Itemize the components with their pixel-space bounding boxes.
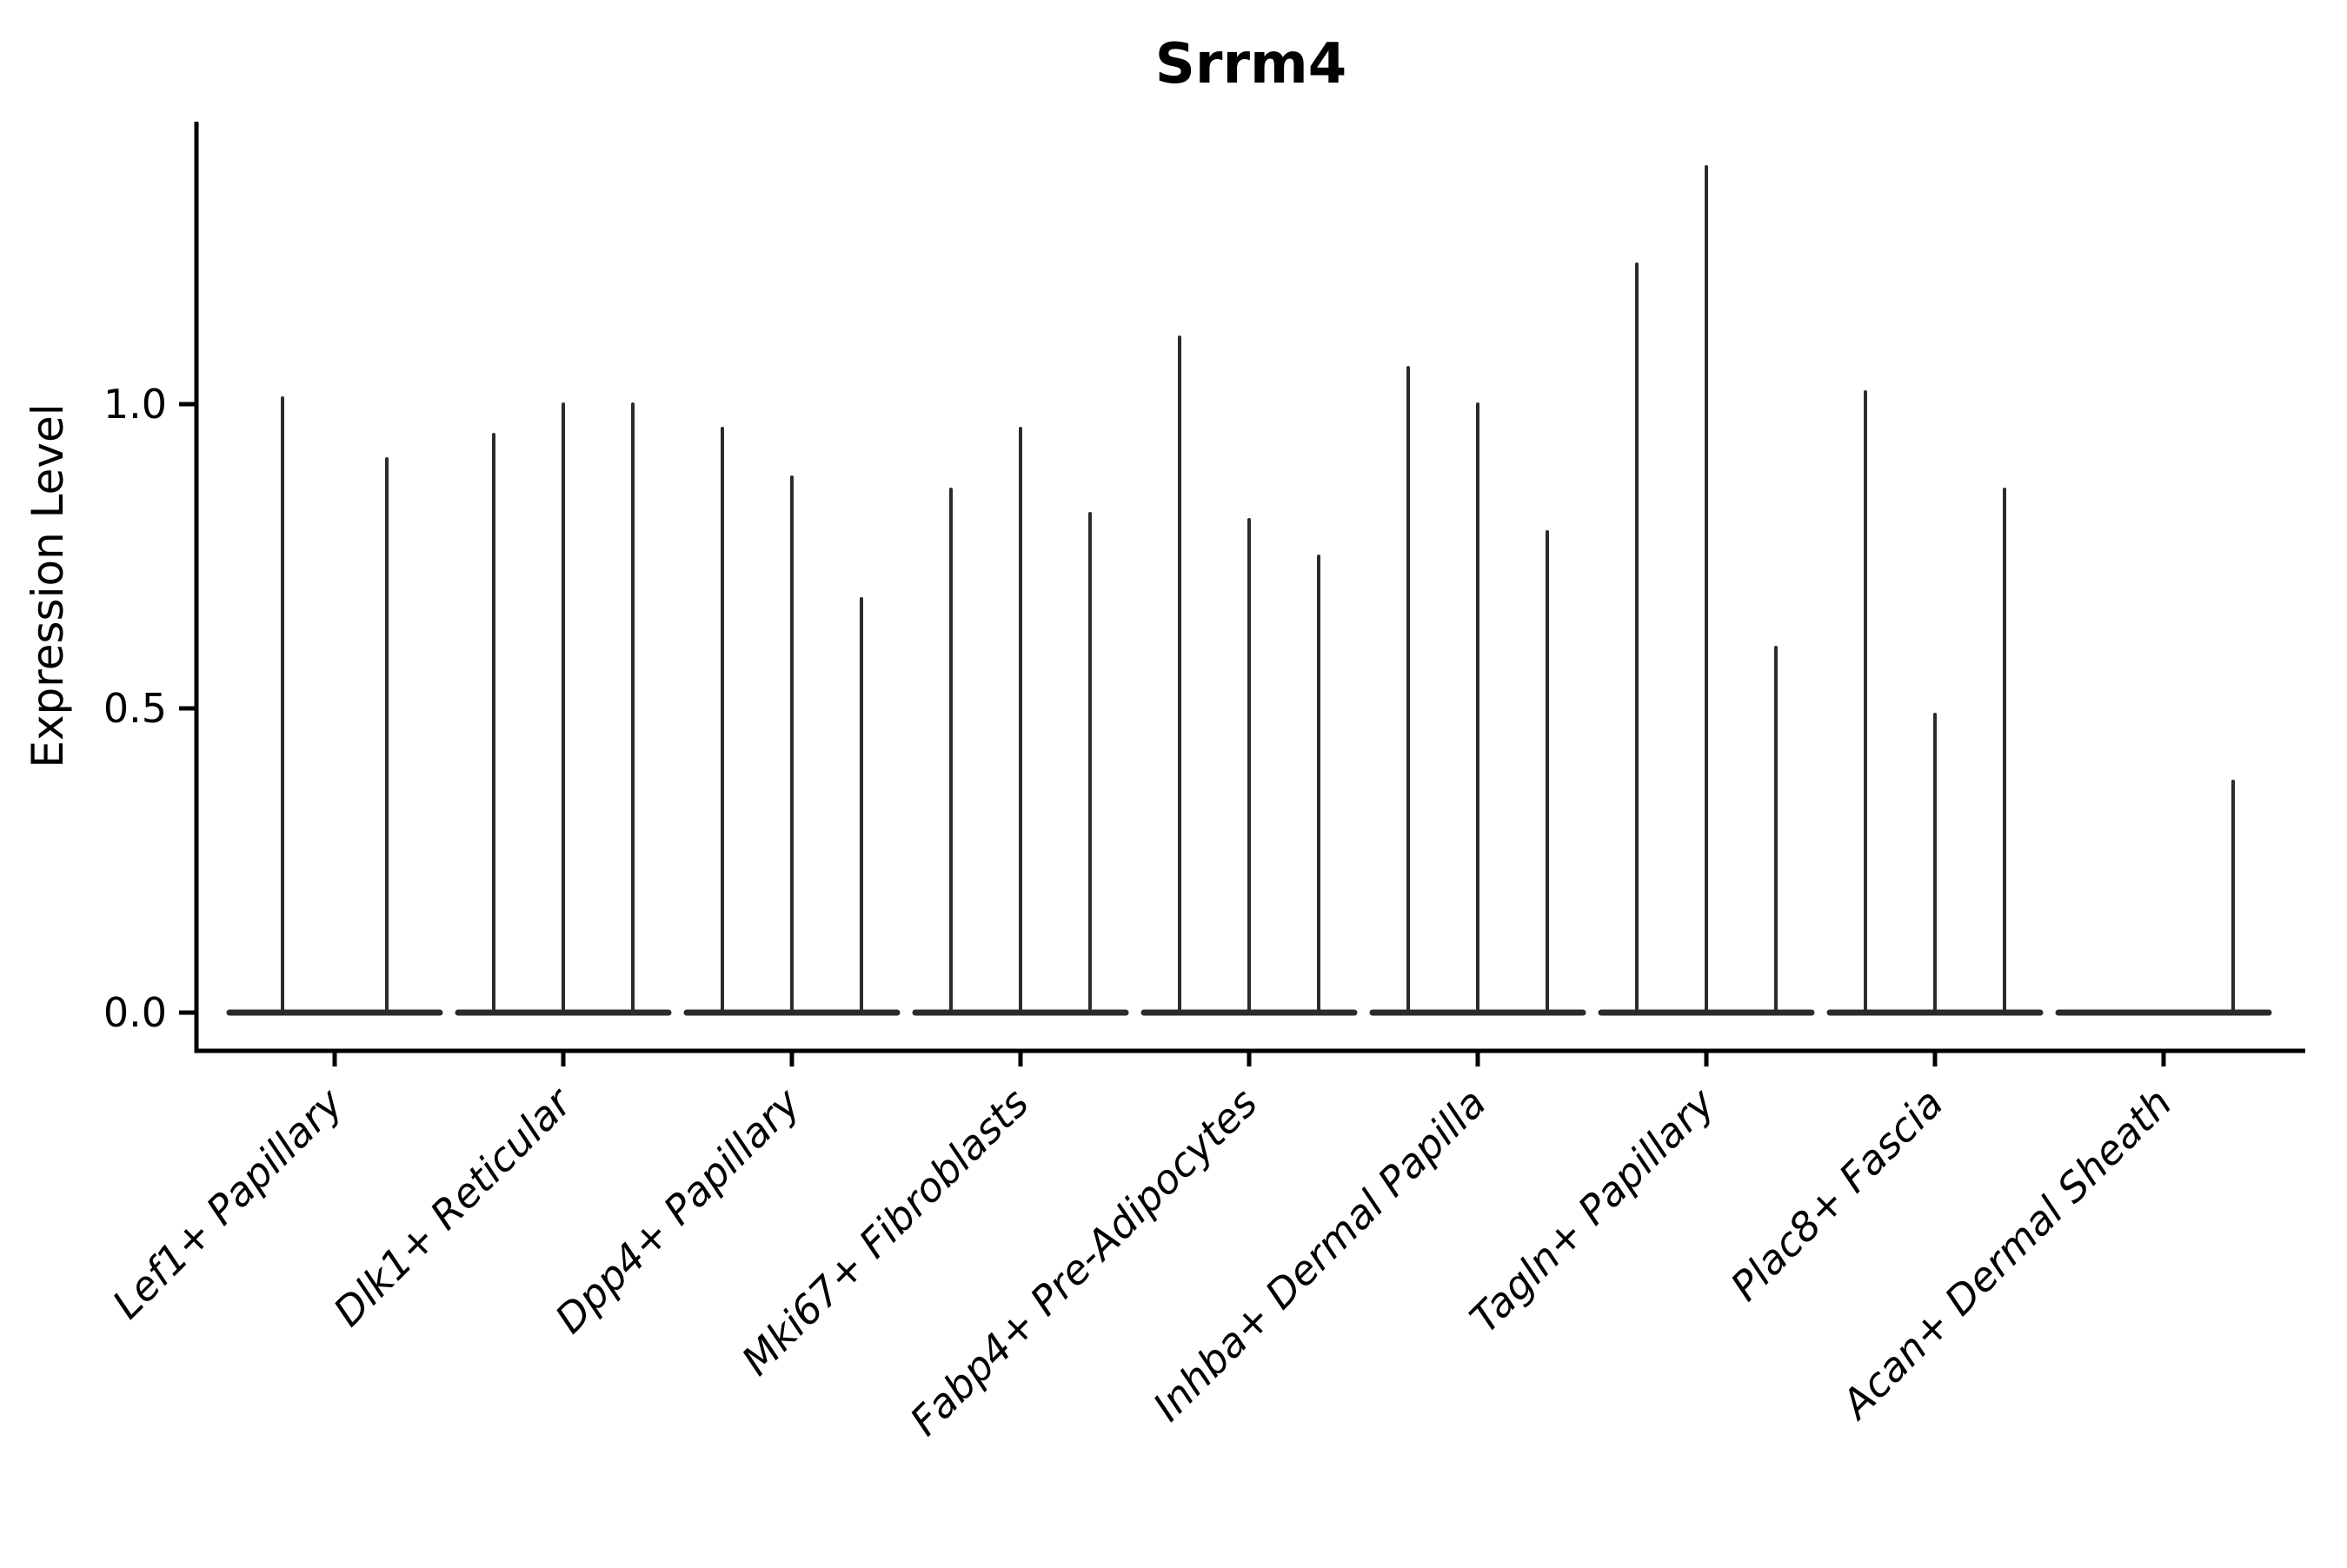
y-tick-label: 1.0 — [103, 381, 167, 428]
y-tick-label: 0.5 — [103, 685, 167, 732]
x-tick-label: Lef1+ Papillary — [103, 1079, 352, 1327]
chart-title: Srrm4 — [1155, 32, 1346, 96]
x-tick-label: Dlk1+ Reticular — [324, 1077, 582, 1335]
y-tick-label: 0.0 — [103, 989, 167, 1036]
y-axis-label: Expression Level — [23, 403, 73, 767]
x-tick-label: Plac8+ Fascia — [1721, 1080, 1951, 1310]
x-tick-label: Tagln+ Papillary — [1460, 1079, 1724, 1342]
x-tick-label: Dpp4+ Papillary — [546, 1079, 809, 1342]
